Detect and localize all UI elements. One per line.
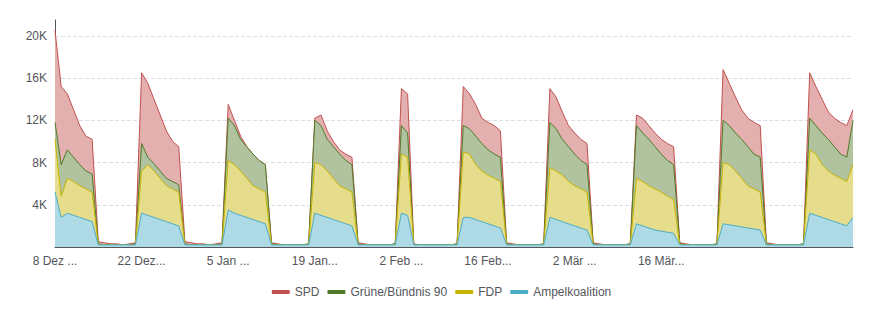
svg-text:4K: 4K xyxy=(32,198,47,212)
svg-text:5 Jan ...: 5 Jan ... xyxy=(207,254,250,268)
svg-text:12K: 12K xyxy=(26,113,47,127)
svg-text:2 Feb ...: 2 Feb ... xyxy=(379,254,423,268)
svg-text:8K: 8K xyxy=(32,156,47,170)
svg-text:20K: 20K xyxy=(26,29,47,43)
svg-text:2 Mär ...: 2 Mär ... xyxy=(553,254,597,268)
svg-text:8 Dez ...: 8 Dez ... xyxy=(33,254,78,268)
svg-text:16K: 16K xyxy=(26,71,47,85)
svg-text:16 Mär...: 16 Mär... xyxy=(638,254,685,268)
svg-text:Grüne/Bündnis 90: Grüne/Bündnis 90 xyxy=(350,285,447,299)
svg-text:Ampelkoalition: Ampelkoalition xyxy=(533,285,611,299)
svg-text:22 Dez...: 22 Dez... xyxy=(118,254,166,268)
svg-text:FDP: FDP xyxy=(478,285,502,299)
svg-text:16 Feb...: 16 Feb... xyxy=(464,254,511,268)
svg-text:19 Jan...: 19 Jan... xyxy=(292,254,338,268)
svg-text:SPD: SPD xyxy=(295,285,320,299)
